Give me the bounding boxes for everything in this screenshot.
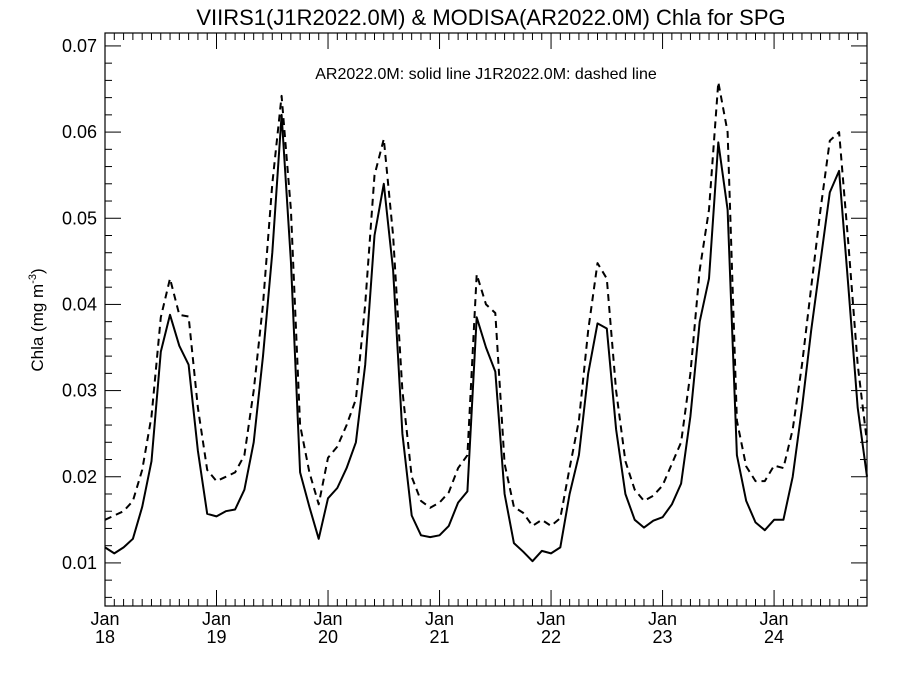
x-tick-year-label: 20 xyxy=(318,627,338,647)
x-tick-year-label: 23 xyxy=(653,627,673,647)
y-tick-label: 0.07 xyxy=(62,36,97,56)
y-tick-label: 0.06 xyxy=(62,122,97,142)
chart-title: VIIRS1(J1R2022.0M) & MODISA(AR2022.0M) C… xyxy=(196,5,785,30)
x-tick-month-label: Jan xyxy=(314,609,343,629)
y-tick-label: 0.05 xyxy=(62,208,97,228)
y-axis-label-superscript: -3 xyxy=(27,274,39,284)
x-tick-year-label: 22 xyxy=(541,627,561,647)
y-tick-label: 0.04 xyxy=(62,294,97,314)
plot-frame xyxy=(104,32,868,607)
y-axis-label-end: ) xyxy=(28,268,47,274)
x-tick-month-label: Jan xyxy=(425,609,454,629)
x-tick-month-label: Jan xyxy=(648,609,677,629)
y-axis-label: Chla (mg m-3) xyxy=(27,268,47,371)
legend-annotation: AR2022.0M: solid line J1R2022.0M: dashed… xyxy=(315,66,657,83)
x-tick-month-label: Jan xyxy=(760,609,789,629)
series-line-dashed xyxy=(104,81,868,527)
y-axis-label-main: Chla (mg m xyxy=(28,284,47,372)
series-layer xyxy=(104,81,868,563)
x-tick-month-label: Jan xyxy=(202,609,231,629)
y-tick-label: 0.03 xyxy=(62,381,97,401)
x-tick-year-label: 18 xyxy=(95,627,115,647)
x-tick-year-label: 19 xyxy=(206,627,226,647)
x-tick-month-label: Jan xyxy=(537,609,566,629)
x-tick-year-label: 21 xyxy=(430,627,450,647)
y-tick-label: 0.01 xyxy=(62,553,97,573)
x-tick-month-label: Jan xyxy=(90,609,119,629)
y-tick-label: 0.02 xyxy=(62,467,97,487)
y-axis-ticks: 0.01 0.02 0.03 0.04 0.05 0.06 0.07 xyxy=(62,36,867,598)
series-line-solid xyxy=(104,113,868,563)
x-tick-year-label: 24 xyxy=(764,627,784,647)
